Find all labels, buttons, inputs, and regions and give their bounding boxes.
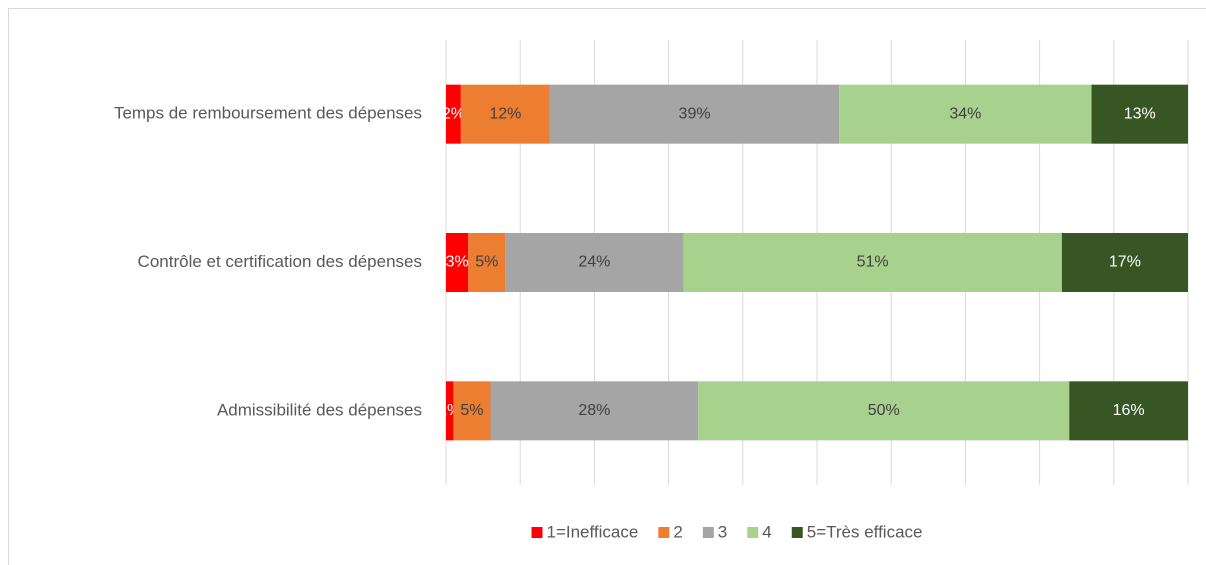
- legend-label: 3: [718, 522, 727, 541]
- bar-segment: [1061, 233, 1188, 292]
- data-label: 39%: [679, 105, 711, 122]
- data-label: 12%: [489, 105, 521, 122]
- bar-segment: [446, 233, 469, 292]
- bar-segment: [1091, 84, 1188, 144]
- legend-swatch: [658, 527, 670, 538]
- bar-segment: [549, 84, 840, 144]
- bar-segment: [468, 233, 506, 292]
- bar-segment: [490, 381, 699, 441]
- legend-swatch: [747, 527, 759, 538]
- bar-segment: [460, 84, 550, 144]
- data-label: 2%: [442, 105, 465, 122]
- bar-segment: [446, 84, 461, 144]
- data-label: 24%: [578, 254, 610, 271]
- bar-segment: [505, 233, 684, 292]
- bar-segment: [698, 381, 1070, 441]
- data-label: 50%: [868, 402, 900, 419]
- data-label: 51%: [857, 254, 889, 271]
- data-label: 5%: [475, 254, 498, 271]
- legend-swatch: [531, 527, 543, 538]
- legend-swatch: [702, 527, 714, 538]
- legend-label: 2: [673, 522, 682, 541]
- data-label: 5%: [460, 402, 483, 419]
- bar-segment: [453, 381, 491, 441]
- y-tick-label: Admissibilité des dépenses: [217, 400, 422, 419]
- data-label: 28%: [578, 402, 610, 419]
- legend-swatch: [791, 527, 803, 538]
- legend-label: 5=Très efficace: [807, 522, 923, 541]
- y-tick-label: Contrôle et certification des dépenses: [138, 252, 422, 271]
- data-label: 34%: [949, 105, 981, 122]
- bar-segment: [683, 233, 1062, 292]
- data-label: 13%: [1124, 105, 1156, 122]
- y-tick-label: Temps de remboursement des dépenses: [114, 104, 422, 123]
- bar-segment: [839, 84, 1092, 144]
- bar-segment: [1069, 381, 1188, 441]
- bar-segment: [446, 381, 454, 441]
- data-label: 17%: [1109, 254, 1141, 271]
- legend-label: 1=Inefficace: [546, 522, 638, 541]
- legend-label: 4: [762, 522, 771, 541]
- data-label: 3%: [446, 254, 469, 271]
- data-label: 16%: [1113, 402, 1145, 419]
